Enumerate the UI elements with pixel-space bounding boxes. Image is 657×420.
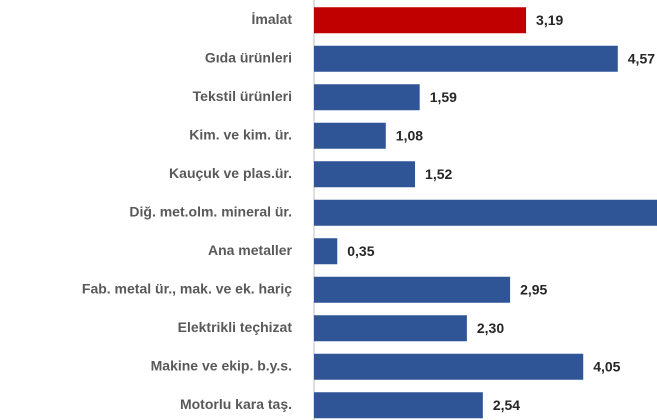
bar [314, 122, 386, 149]
category-label: Tekstil ürünleri [193, 88, 292, 104]
bar [314, 315, 467, 342]
bar [314, 45, 618, 72]
value-label: 2,30 [477, 320, 504, 336]
category-label: Fab. metal ür., mak. ve ek. hariç [82, 280, 292, 296]
value-label: 1,08 [396, 127, 423, 143]
category-label: Gıda ürünleri [205, 49, 292, 65]
bar [314, 161, 416, 188]
category-label: Motorlu kara taş. [180, 396, 292, 412]
bar [314, 7, 527, 34]
bar [314, 392, 483, 419]
bar [314, 353, 584, 380]
value-label: 3,19 [536, 12, 563, 28]
category-label: Elektrikli teçhizat [178, 319, 293, 335]
bar [314, 238, 338, 265]
value-label: 2,95 [520, 281, 547, 297]
bar [314, 276, 511, 303]
value-label: 2,54 [493, 397, 520, 413]
bar [314, 199, 657, 226]
category-label: Kauçuk ve plas.ür. [169, 165, 292, 181]
value-label: 1,59 [430, 89, 457, 105]
category-label: Makine ve ekip. b.y.s. [151, 357, 292, 373]
category-label: Diğ. met.olm. mineral ür. [129, 203, 292, 219]
value-label: 4,05 [593, 358, 620, 374]
category-label: Ana metaller [208, 242, 293, 258]
value-label: 4,57 [628, 50, 655, 66]
bar [314, 84, 420, 111]
category-label: İmalat [252, 11, 293, 27]
value-label: 0,35 [347, 243, 374, 259]
value-label: 1,52 [425, 166, 452, 182]
category-label: Kim. ve kim. ür. [189, 126, 292, 142]
